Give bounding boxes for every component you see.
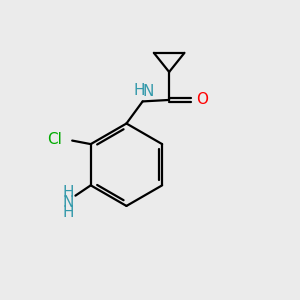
Text: H: H (62, 184, 74, 200)
Text: O: O (196, 92, 208, 107)
Text: Cl: Cl (47, 132, 62, 147)
Text: H: H (62, 205, 74, 220)
Text: N: N (62, 195, 74, 210)
Text: N: N (142, 84, 154, 99)
Text: H: H (134, 83, 145, 98)
